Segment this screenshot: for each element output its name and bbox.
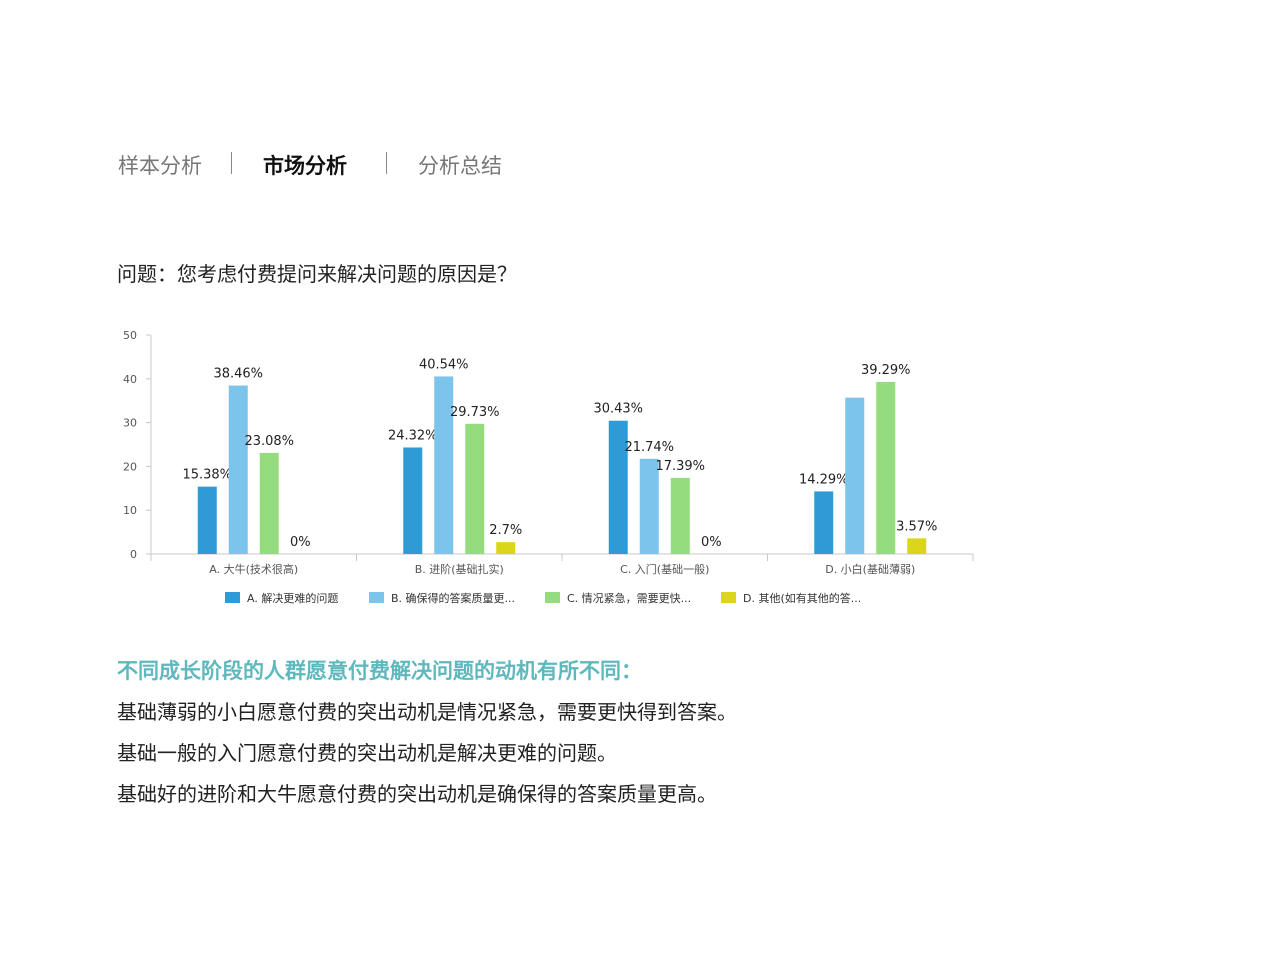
data-label: 3.57% bbox=[896, 519, 937, 534]
data-label: 14.29% bbox=[799, 472, 849, 487]
findings-title: 不同成长阶段的人群愿意付费解决问题的动机有所不同： bbox=[117, 659, 642, 683]
legend-label: B. 确保得的答案质量更... bbox=[391, 591, 515, 605]
legend-label: A. 解决更难的问题 bbox=[247, 591, 338, 605]
legend-swatch bbox=[225, 592, 240, 603]
legend-label: C. 情况紧急，需要更快... bbox=[567, 591, 691, 605]
survey-question: 问题：您考虑付费提问来解决问题的原因是？ bbox=[117, 262, 517, 286]
legend-label: D. 其他(如有其他的答... bbox=[743, 591, 861, 605]
x-category-label: B. 进阶(基础扎实) bbox=[415, 562, 504, 576]
data-label: 40.54% bbox=[419, 357, 469, 372]
bar bbox=[876, 381, 896, 554]
data-label: 21.74% bbox=[624, 440, 674, 455]
bar bbox=[608, 420, 628, 554]
finding-line-1: 基础薄弱的小白愿意付费的突出动机是情况紧急，需要更快得到答案。 bbox=[117, 700, 737, 724]
data-label: 0% bbox=[290, 535, 311, 550]
bar bbox=[259, 452, 279, 554]
data-label: 30.43% bbox=[593, 402, 643, 417]
finding-line-3: 基础好的进阶和大牛愿意付费的突出动机是确保得的答案质量更高。 bbox=[117, 782, 717, 806]
legend-swatch bbox=[545, 592, 560, 603]
x-category-label: C. 入门(基础一般) bbox=[620, 562, 709, 576]
bar bbox=[465, 423, 485, 554]
y-tick-label: 20 bbox=[123, 460, 137, 473]
tab-divider bbox=[386, 152, 387, 174]
x-category-label: D. 小白(基础薄弱) bbox=[825, 562, 915, 576]
data-label: 24.32% bbox=[388, 428, 438, 443]
finding-line-2: 基础一般的入门愿意付费的突出动机是解决更难的问题。 bbox=[117, 741, 617, 765]
bar bbox=[845, 397, 865, 554]
bar bbox=[197, 486, 217, 554]
y-tick-label: 10 bbox=[123, 504, 137, 517]
data-label: 2.7% bbox=[489, 523, 522, 538]
y-tick-label: 0 bbox=[130, 548, 137, 561]
data-label: 0% bbox=[701, 535, 722, 550]
y-tick-label: 30 bbox=[123, 417, 137, 430]
bar bbox=[814, 491, 834, 554]
bar bbox=[228, 385, 248, 554]
data-label: 15.38% bbox=[182, 468, 232, 483]
bar bbox=[496, 542, 516, 554]
tab-analysis-summary[interactable]: 分析总结 bbox=[418, 154, 502, 178]
bar bbox=[670, 477, 690, 554]
bar bbox=[403, 447, 423, 554]
y-tick-label: 50 bbox=[123, 329, 137, 342]
legend-swatch bbox=[369, 592, 384, 603]
bar bbox=[434, 376, 454, 554]
data-label: 23.08% bbox=[244, 434, 294, 449]
tab-sample-analysis[interactable]: 样本分析 bbox=[118, 154, 202, 178]
grouped-bar-chart: 0 10 20 30 40 50 15.38% 38.46% 23.08% 0% A. 大牛(技术很… bbox=[123, 329, 974, 605]
tab-divider bbox=[231, 152, 232, 174]
bar bbox=[639, 458, 659, 554]
tab-market-analysis[interactable]: 市场分析 bbox=[263, 154, 347, 178]
data-label: 39.29% bbox=[861, 363, 911, 378]
data-label: 38.46% bbox=[213, 367, 263, 382]
data-label: 17.39% bbox=[655, 459, 705, 474]
x-category-label: A. 大牛(技术很高) bbox=[209, 562, 298, 576]
data-label: 29.73% bbox=[450, 405, 500, 420]
bar bbox=[907, 538, 927, 554]
y-tick-label: 40 bbox=[123, 373, 137, 386]
legend-swatch bbox=[721, 592, 736, 603]
